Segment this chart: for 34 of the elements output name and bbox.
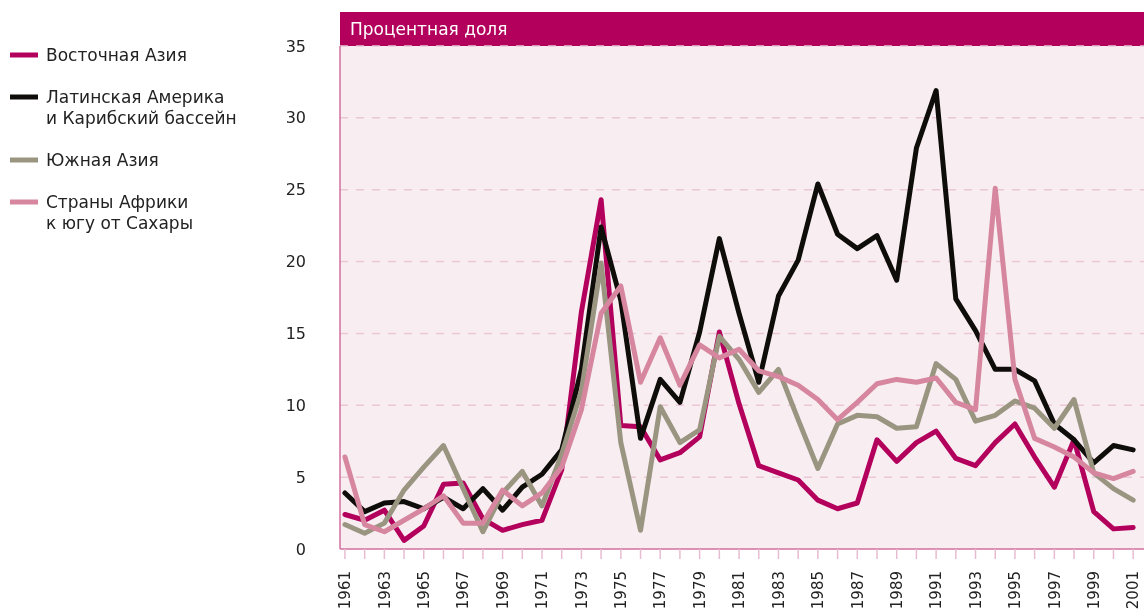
x-tick-label: 1987 bbox=[848, 571, 867, 610]
x-tick-label: 1985 bbox=[809, 571, 828, 610]
x-tick-label: 2001 bbox=[1124, 571, 1143, 610]
legend-label: Восточная Азия bbox=[46, 44, 187, 65]
x-tick-label: 1989 bbox=[887, 571, 906, 610]
x-tick-label: 1975 bbox=[612, 571, 631, 610]
x-tick-label: 1993 bbox=[966, 571, 985, 610]
y-tick-label: 25 bbox=[285, 180, 306, 200]
y-tick-label: 10 bbox=[285, 395, 306, 415]
x-tick-label: 1973 bbox=[572, 571, 591, 610]
x-tick-label: 1997 bbox=[1045, 571, 1064, 610]
y-tick-label: 0 bbox=[295, 539, 306, 559]
y-tick-label: 35 bbox=[285, 36, 306, 56]
x-tick-label: 1967 bbox=[454, 571, 473, 610]
x-tick-label: 1969 bbox=[493, 571, 512, 610]
x-tick-label: 1977 bbox=[651, 571, 670, 610]
x-tick-label: 1981 bbox=[730, 571, 749, 610]
y-tick-label: 15 bbox=[285, 324, 306, 344]
legend-label: Латинская Америка и Карибский бассейн bbox=[46, 86, 237, 128]
legend-label: Южная Азия bbox=[46, 149, 159, 170]
chart-title: Процентная доля bbox=[350, 19, 508, 39]
x-tick-label: 1979 bbox=[690, 571, 709, 610]
y-tick-label: 30 bbox=[285, 108, 306, 128]
x-tick-label: 1995 bbox=[1006, 571, 1025, 610]
x-tick-label: 1965 bbox=[415, 571, 434, 610]
y-tick-label: 5 bbox=[295, 467, 306, 487]
x-tick-label: 1999 bbox=[1085, 571, 1103, 610]
x-tick-label: 1991 bbox=[927, 571, 946, 610]
x-tick-label: 1971 bbox=[533, 571, 552, 610]
y-tick-label: 20 bbox=[285, 252, 306, 272]
legend-label: Страны Африки к югу от Сахары bbox=[46, 191, 194, 233]
x-tick-label: 1961 bbox=[336, 571, 355, 610]
x-tick-label: 1963 bbox=[375, 571, 394, 610]
x-tick-label: 1983 bbox=[769, 571, 788, 610]
